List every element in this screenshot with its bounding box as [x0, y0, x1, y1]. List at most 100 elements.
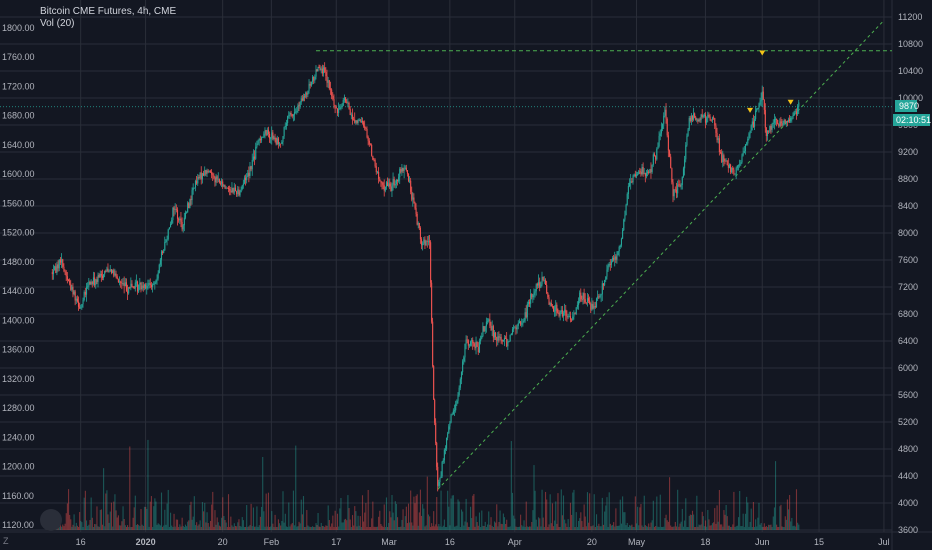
candle-body — [266, 129, 268, 136]
volume-bar — [426, 476, 428, 530]
candle-body — [598, 296, 600, 298]
candle-body — [393, 179, 395, 186]
candle-body — [558, 312, 560, 316]
candle-body — [240, 189, 242, 193]
volume-bar — [460, 509, 463, 530]
left-axis-tick: 1320.00 — [2, 374, 35, 384]
volume-bar — [165, 524, 167, 530]
symbol-title[interactable]: Bitcoin CME Futures, 4h, CME — [40, 6, 177, 17]
volume-bar — [485, 526, 487, 530]
candle-body — [405, 167, 407, 171]
candle-body — [112, 270, 114, 273]
volume-bar — [320, 522, 322, 530]
candle-body — [409, 180, 411, 182]
volume-bar — [565, 523, 567, 530]
volume-bar — [765, 526, 767, 530]
volume-bar — [79, 512, 81, 530]
volume-bar — [365, 503, 367, 530]
candle-body — [203, 173, 205, 176]
candle-body — [358, 119, 360, 121]
candle-body — [378, 171, 380, 179]
candle-body — [136, 281, 139, 292]
candle-body — [82, 299, 84, 305]
volume-bar — [791, 517, 793, 530]
right-price-axis[interactable]: 3600 4000 4400 4800 5200 5600 6000 6400 6800 7200… — [898, 12, 923, 535]
volume-bar — [323, 526, 325, 530]
time-axis-tick: 15 — [814, 537, 824, 547]
volume-bar — [242, 520, 244, 530]
time-axis[interactable]: 16 2020 20 Feb 17 Mar 16 Apr 20 May 18 Jun 15 Jul — [76, 537, 890, 547]
volume-bar — [649, 526, 651, 530]
candle-body — [87, 286, 89, 288]
volume-bar — [314, 526, 316, 530]
candle-body — [141, 285, 143, 290]
volume-bar — [257, 526, 259, 530]
volume-bar — [787, 509, 790, 530]
volume-bar — [391, 495, 393, 530]
candle-body — [51, 272, 53, 275]
volume-bar — [753, 526, 756, 530]
candle-body — [782, 124, 784, 126]
candle-body — [572, 316, 574, 321]
candle-body — [657, 146, 659, 150]
volume-bar — [770, 524, 772, 530]
candle-body — [132, 286, 134, 288]
candle-body — [613, 257, 615, 260]
candle-body — [121, 283, 123, 284]
candle-body — [530, 294, 532, 304]
volume-bar — [395, 503, 397, 530]
candle-body — [227, 187, 230, 190]
left-axis-tick: 1520.00 — [2, 228, 35, 238]
volume-bar — [127, 525, 129, 530]
candle-body — [460, 372, 463, 380]
candle-body — [653, 154, 656, 156]
volume-bar — [483, 525, 485, 530]
candle-body — [130, 283, 132, 288]
volume-bar — [353, 525, 355, 530]
volume-bar — [199, 520, 201, 530]
candle-body — [557, 312, 559, 314]
volume-bar — [309, 526, 311, 530]
candle-body — [219, 182, 222, 184]
candle-body — [703, 114, 705, 116]
candle-body — [584, 299, 586, 303]
candle-body — [610, 261, 612, 265]
candle-body — [361, 121, 364, 123]
candle-body — [166, 239, 168, 241]
tradingview-logo-icon[interactable] — [40, 509, 62, 531]
candle-body — [418, 223, 420, 228]
candle-body — [602, 283, 605, 286]
candle-body — [524, 312, 526, 321]
candle-body — [172, 207, 174, 221]
volume-bar — [728, 525, 731, 530]
volume-bar — [633, 527, 635, 530]
volume-bar — [509, 526, 511, 530]
volume-bar — [541, 489, 543, 530]
candle-body — [164, 241, 166, 251]
candle-body — [652, 154, 654, 165]
candle-body — [314, 76, 316, 81]
candle-body — [755, 110, 757, 120]
candle-body — [507, 341, 509, 347]
volume-bar — [610, 525, 612, 530]
candle-body — [285, 123, 288, 126]
volume-bar — [430, 526, 432, 530]
candle-body — [325, 72, 327, 77]
volume-indicator-label[interactable]: Vol (20) — [40, 18, 75, 29]
volume-bar — [366, 526, 368, 530]
candle-body — [764, 109, 766, 128]
timezone-corner-label[interactable]: Z — [3, 536, 9, 546]
candle-body — [96, 279, 98, 282]
candle-body — [526, 303, 528, 318]
candle-body — [91, 281, 93, 285]
candle-body — [533, 292, 535, 296]
volume-bar — [478, 512, 481, 530]
candle-body — [723, 155, 725, 161]
volume-bar — [582, 526, 584, 530]
candle-body — [326, 76, 328, 83]
candle-body — [52, 270, 55, 275]
volume-bar — [735, 526, 737, 530]
candle-body — [420, 239, 423, 246]
candle-body — [462, 361, 464, 373]
